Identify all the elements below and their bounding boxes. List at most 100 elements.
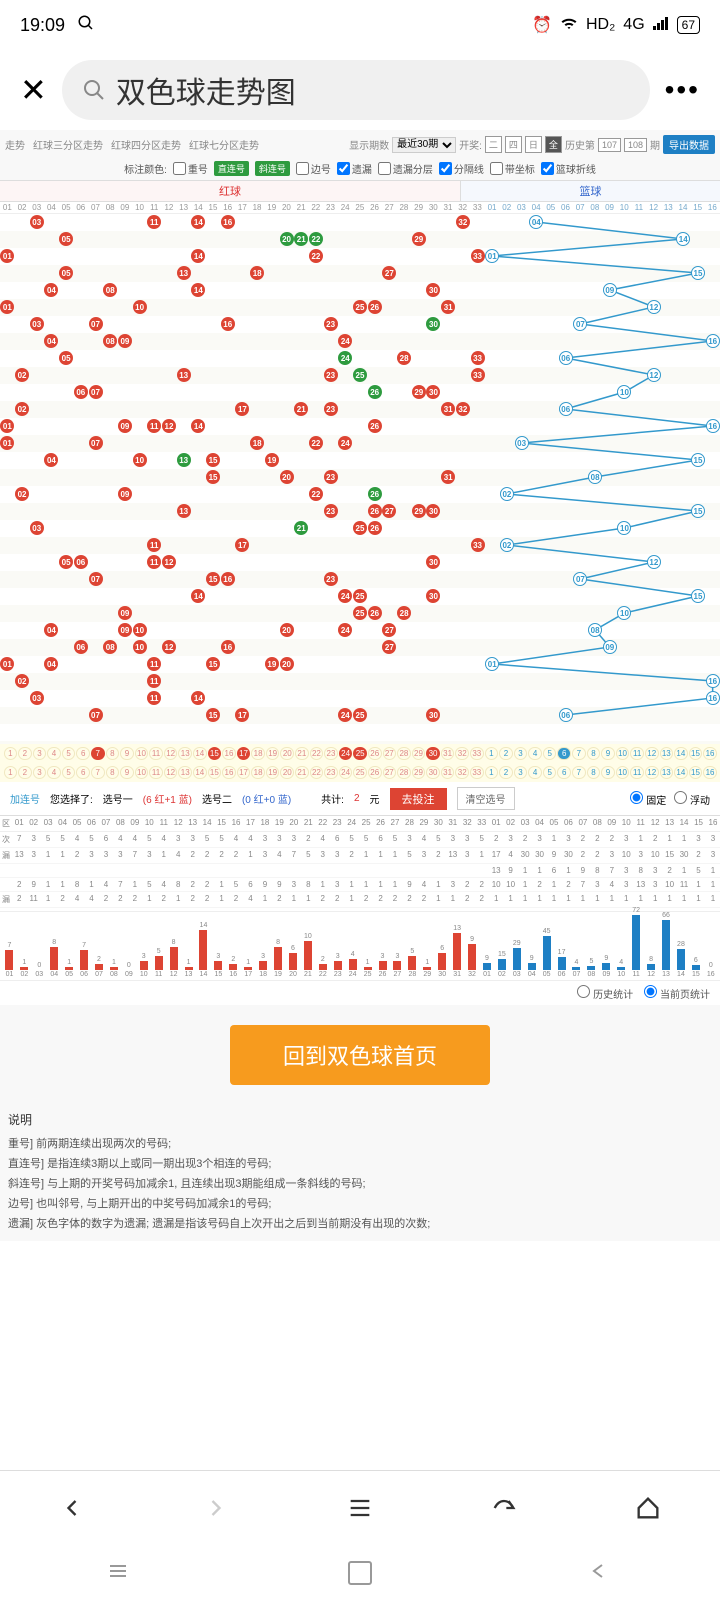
period-select[interactable]: 最近30期 <box>392 137 456 153</box>
pick-red-15[interactable]: 15 <box>208 747 222 760</box>
pick-blue-5[interactable]: 5 <box>543 766 557 779</box>
pick-red-13[interactable]: 13 <box>178 747 192 760</box>
pick-blue-4[interactable]: 4 <box>528 766 542 779</box>
pick-red-21[interactable]: 21 <box>295 747 309 760</box>
pick-red-6[interactable]: 6 <box>76 747 90 760</box>
pick-red-16[interactable]: 16 <box>222 747 236 760</box>
legend-6[interactable]: 分隔线 <box>439 161 484 176</box>
pick-red-5[interactable]: 5 <box>62 747 76 760</box>
pick-red-4[interactable]: 4 <box>47 766 61 779</box>
legend-0[interactable]: 重号 <box>173 161 208 176</box>
back-icon[interactable] <box>56 1492 88 1524</box>
radio-curr[interactable]: 当前页统计 <box>644 990 710 1001</box>
tab-1[interactable]: 红球三分区走势 <box>33 137 103 152</box>
clear-button[interactable]: 清空选号 <box>457 787 515 810</box>
more-icon[interactable]: ••• <box>665 74 700 106</box>
pick-red-29[interactable]: 29 <box>412 747 426 760</box>
pick-red-30[interactable]: 30 <box>426 747 440 760</box>
pick-blue-2[interactable]: 2 <box>499 766 513 779</box>
pick-blue-1[interactable]: 1 <box>485 766 499 779</box>
pick-red-4[interactable]: 4 <box>47 747 61 760</box>
pick-blue-13[interactable]: 13 <box>660 766 674 779</box>
pick-red-33[interactable]: 33 <box>470 766 484 779</box>
pick-blue-8[interactable]: 8 <box>587 747 601 760</box>
pick-blue-12[interactable]: 12 <box>645 747 659 760</box>
legend-7[interactable]: 带坐标 <box>490 161 535 176</box>
pick-blue-10[interactable]: 10 <box>616 747 630 760</box>
hist-1[interactable]: 107 <box>598 138 621 152</box>
pick-red-9[interactable]: 9 <box>120 747 134 760</box>
pick-blue-14[interactable]: 14 <box>674 766 688 779</box>
pick-red-20[interactable]: 20 <box>280 747 294 760</box>
pick-red-12[interactable]: 12 <box>164 747 178 760</box>
pick-red-8[interactable]: 8 <box>106 747 120 760</box>
day-3[interactable]: 全 <box>545 136 562 153</box>
pick-red-20[interactable]: 20 <box>280 766 294 779</box>
pick-red-30[interactable]: 30 <box>426 766 440 779</box>
pick-red-7[interactable]: 7 <box>91 766 105 779</box>
pick-red-27[interactable]: 27 <box>383 747 397 760</box>
pick-red-24[interactable]: 24 <box>339 747 353 760</box>
day-1[interactable]: 四 <box>505 136 522 153</box>
home-icon[interactable] <box>632 1492 664 1524</box>
pick-red-25[interactable]: 25 <box>353 747 367 760</box>
pick-red-26[interactable]: 26 <box>368 766 382 779</box>
pick-red-28[interactable]: 28 <box>397 747 411 760</box>
search-input[interactable]: 双色球走势图 <box>62 60 650 120</box>
forward-icon[interactable] <box>200 1492 232 1524</box>
sys-recent-icon[interactable] <box>108 1561 132 1585</box>
legend-3[interactable]: 边号 <box>296 161 331 176</box>
pick-red-33[interactable]: 33 <box>470 747 484 760</box>
pick-red-11[interactable]: 11 <box>149 747 163 760</box>
legend-8[interactable]: 篮球折线 <box>541 161 596 176</box>
pick-red-15[interactable]: 15 <box>208 766 222 779</box>
pick-blue-16[interactable]: 16 <box>703 747 717 760</box>
legend-1[interactable]: 直连号 <box>214 161 249 176</box>
pick-red-19[interactable]: 19 <box>266 747 280 760</box>
pick-blue-1[interactable]: 1 <box>485 747 499 760</box>
pick-blue-3[interactable]: 3 <box>514 766 528 779</box>
day-0[interactable]: 二 <box>485 136 502 153</box>
pick-red-25[interactable]: 25 <box>353 766 367 779</box>
pick-blue-13[interactable]: 13 <box>660 747 674 760</box>
pick-red-32[interactable]: 32 <box>455 766 469 779</box>
pick-red-1[interactable]: 1 <box>4 747 18 760</box>
pick-red-12[interactable]: 12 <box>164 766 178 779</box>
pick-red-10[interactable]: 10 <box>135 766 149 779</box>
pick-red-22[interactable]: 22 <box>310 747 324 760</box>
pick-red-11[interactable]: 11 <box>149 766 163 779</box>
pick-blue-6[interactable]: 6 <box>557 747 571 760</box>
home-button[interactable]: 回到双色球首页 <box>230 1025 490 1085</box>
pick-blue-11[interactable]: 11 <box>630 766 644 779</box>
pick-red-23[interactable]: 23 <box>324 766 338 779</box>
legend-4[interactable]: 遗漏 <box>337 161 372 176</box>
tab-2[interactable]: 红球四分区走势 <box>111 137 181 152</box>
pick-blue-9[interactable]: 9 <box>601 766 615 779</box>
pick-red-24[interactable]: 24 <box>339 766 353 779</box>
pick-red-6[interactable]: 6 <box>76 766 90 779</box>
menu-icon[interactable] <box>344 1492 376 1524</box>
pick-red-5[interactable]: 5 <box>62 766 76 779</box>
sys-home-icon[interactable] <box>348 1561 372 1585</box>
pick-blue-2[interactable]: 2 <box>499 747 513 760</box>
pick-red-2[interactable]: 2 <box>18 747 32 760</box>
pick-blue-5[interactable]: 5 <box>543 747 557 760</box>
pick-red-16[interactable]: 16 <box>222 766 236 779</box>
close-icon[interactable]: ✕ <box>20 71 47 109</box>
pick-red-17[interactable]: 17 <box>237 766 251 779</box>
tab-3[interactable]: 红球七分区走势 <box>189 137 259 152</box>
pick-red-27[interactable]: 27 <box>383 766 397 779</box>
pick-red-29[interactable]: 29 <box>412 766 426 779</box>
pick-red-32[interactable]: 32 <box>455 747 469 760</box>
pick-red-23[interactable]: 23 <box>324 747 338 760</box>
radio-fixed[interactable]: 固定 <box>630 791 666 807</box>
pick-blue-14[interactable]: 14 <box>674 747 688 760</box>
pick-red-10[interactable]: 10 <box>135 747 149 760</box>
pick-red-14[interactable]: 14 <box>193 747 207 760</box>
pick-red-3[interactable]: 3 <box>33 766 47 779</box>
legend-5[interactable]: 遗漏分层 <box>378 161 433 176</box>
pick-blue-10[interactable]: 10 <box>616 766 630 779</box>
pick-red-3[interactable]: 3 <box>33 747 47 760</box>
pick-red-21[interactable]: 21 <box>295 766 309 779</box>
pick-blue-7[interactable]: 7 <box>572 747 586 760</box>
